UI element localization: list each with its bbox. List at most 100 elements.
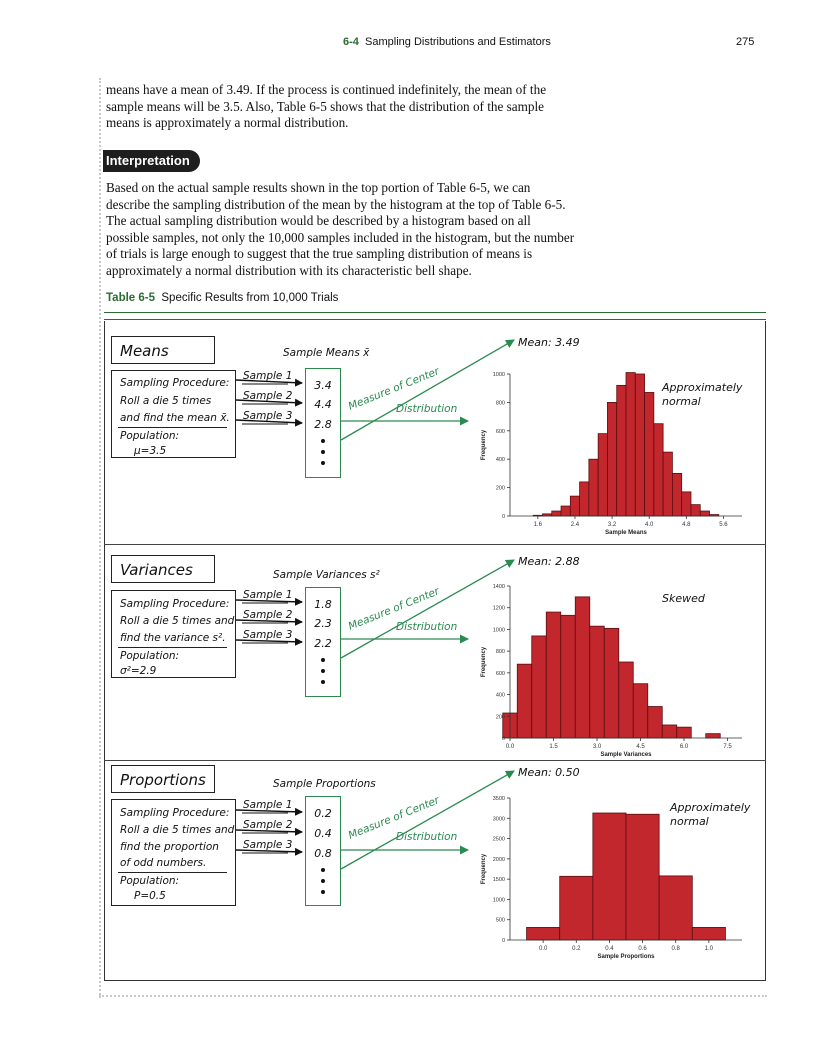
table-caption: Table 6-5 Specific Results from 10,000 T… xyxy=(106,292,338,304)
population-label: Population: xyxy=(120,430,180,442)
histogram-bar xyxy=(574,596,591,739)
x-tick-label: 6.0 xyxy=(680,744,689,750)
population-value: P=0.5 xyxy=(134,890,166,902)
histogram-bar xyxy=(653,423,664,517)
procedure-underline xyxy=(118,427,227,428)
y-tick-label: 0 xyxy=(502,736,505,742)
y-tick-label: 600 xyxy=(496,671,505,677)
y-tick-label: 0 xyxy=(502,514,505,520)
sample-arrow xyxy=(235,398,303,407)
body-paragraph-2: Based on the actual sample results shown… xyxy=(106,180,575,278)
procedure-line: Roll a die 5 times and xyxy=(120,824,235,836)
x-tick-label: 3.2 xyxy=(608,522,617,528)
procedure-box-means: Sampling Procedure: Roll a die 5 times a… xyxy=(111,370,236,458)
x-tick-label: 3.0 xyxy=(593,744,602,750)
histogram-bar xyxy=(691,927,726,941)
histogram-bar xyxy=(658,875,693,941)
histogram-bar xyxy=(607,402,618,517)
approximately-normal-note: Approximately normal xyxy=(670,801,750,829)
procedure-line: find the variance s². xyxy=(120,632,226,644)
x-tick-label: 2.4 xyxy=(571,522,580,528)
procedure-line: Sampling Procedure: xyxy=(120,807,230,819)
distribution-label: Distribution xyxy=(396,403,458,415)
x-tick-label: 0.4 xyxy=(605,946,614,952)
procedure-box-proportions: Sampling Procedure: Roll a die 5 times a… xyxy=(111,799,236,906)
continuation-dot xyxy=(321,680,325,684)
population-value: σ²=2.9 xyxy=(120,665,157,677)
histogram-bar xyxy=(661,724,678,739)
histogram-bar xyxy=(545,611,562,739)
sample-value: 0.2 xyxy=(314,807,332,820)
distribution-label: Distribution xyxy=(396,621,458,633)
measure-of-center-arrow xyxy=(340,339,515,441)
histogram-bar xyxy=(625,372,636,517)
sample-value: 0.8 xyxy=(314,847,332,860)
histogram-bar xyxy=(644,392,655,517)
mean-label-proportions: Mean: 0.50 xyxy=(518,766,580,779)
y-tick-label: 1000 xyxy=(493,897,505,903)
note-line: normal xyxy=(670,815,709,828)
table-caption-text: Specific Results from 10,000 Trials xyxy=(161,292,339,304)
x-tick-label: 0.0 xyxy=(539,946,548,952)
panel-divider-2 xyxy=(104,760,766,761)
y-tick-label: 3500 xyxy=(493,796,505,802)
histogram-bar xyxy=(592,812,627,941)
section-title: Sampling Distributions and Estimators xyxy=(365,36,551,48)
sample-1-label: Sample 1 xyxy=(243,370,293,382)
procedure-line: find the proportion xyxy=(120,841,219,853)
y-tick-label: 1000 xyxy=(493,627,505,633)
continuation-dot xyxy=(321,439,325,443)
histogram-bar xyxy=(681,491,692,517)
procedure-box-variances: Sampling Procedure: Roll a die 5 times a… xyxy=(111,590,236,678)
continuation-dot xyxy=(321,879,325,883)
sample-values-box: 1.8 2.3 2.2 xyxy=(305,587,341,697)
procedure-underline xyxy=(118,647,227,648)
panel-variances-arrows xyxy=(235,559,515,659)
y-axis-label: Frequency xyxy=(481,853,487,884)
sample-2-label: Sample 2 xyxy=(243,390,293,402)
x-tick-label: 4.5 xyxy=(636,744,645,750)
histogram-bar xyxy=(603,627,620,739)
y-tick-label: 2500 xyxy=(493,837,505,843)
x-tick-label: 5.6 xyxy=(719,522,728,528)
procedure-line: Sampling Procedure: xyxy=(120,377,230,389)
histogram-bar xyxy=(676,726,692,739)
population-value: μ=3.5 xyxy=(134,445,167,457)
sample-variances-header: Sample Variances s² xyxy=(273,569,380,581)
population-label: Population: xyxy=(120,650,180,662)
x-tick-label: 1.5 xyxy=(549,744,558,750)
continuation-dot xyxy=(321,658,325,662)
histogram-bar xyxy=(560,614,576,739)
histogram-bar xyxy=(705,733,721,739)
measure-of-center-arrow xyxy=(340,770,515,870)
histogram-bar xyxy=(531,635,547,739)
y-tick-label: 800 xyxy=(496,649,505,655)
y-tick-label: 200 xyxy=(496,486,505,492)
distribution-label: Distribution xyxy=(396,831,458,843)
y-tick-label: 1200 xyxy=(493,606,505,612)
y-tick-label: 0 xyxy=(502,938,505,944)
histogram-bar xyxy=(579,481,590,517)
panel-means-arrows xyxy=(235,339,515,441)
sample-value: 3.4 xyxy=(314,379,332,392)
histogram-bar xyxy=(632,683,649,739)
measure-of-center-arrow xyxy=(340,559,515,659)
histogram-bar xyxy=(625,813,660,941)
histogram-bar xyxy=(662,451,673,517)
procedure-line: of odd numbers. xyxy=(120,857,207,869)
histogram-bar xyxy=(526,927,561,941)
histogram-bar xyxy=(671,473,683,517)
table-top-rule-2 xyxy=(104,319,766,320)
sample-arrow xyxy=(235,597,303,606)
sample-2-label: Sample 2 xyxy=(243,609,293,621)
procedure-line: and find the mean x̄. xyxy=(120,412,230,424)
y-tick-label: 200 xyxy=(496,714,505,720)
running-head: 6-4 Sampling Distributions and Estimator… xyxy=(0,36,816,52)
y-tick-label: 400 xyxy=(496,693,505,699)
histogram-bar xyxy=(616,384,627,517)
histogram-sample-variances: 0 200 400 600 800 1000 1200 1400 0.0 1.5 3.0 4.5 6.0… xyxy=(481,584,742,758)
histogram-bar xyxy=(634,373,645,517)
sample-value: 1.8 xyxy=(314,598,332,611)
note-line: Approximately xyxy=(670,801,751,814)
x-axis-label: Sample Means xyxy=(605,530,647,536)
